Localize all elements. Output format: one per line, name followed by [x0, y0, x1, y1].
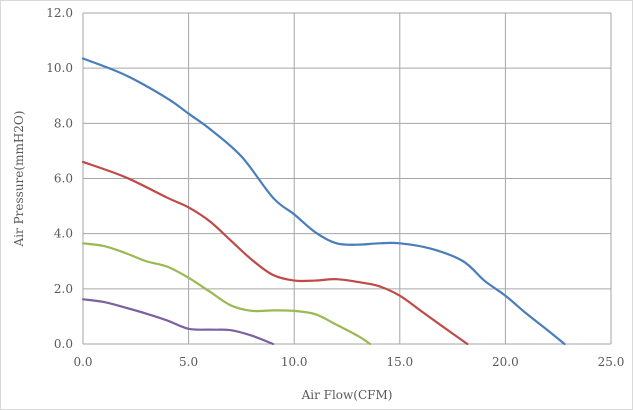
x-axis-title: Air Flow(CFM): [301, 388, 393, 402]
y-tick-label: 10.0: [46, 61, 73, 75]
y-tick-label: 12.0: [46, 6, 73, 20]
x-tick-label: 20.0: [492, 355, 519, 369]
x-tick-label: 5.0: [179, 355, 198, 369]
series-3-line: [81, 242, 372, 346]
series-4-line: [81, 298, 275, 346]
x-tick-label: 25.0: [598, 355, 625, 369]
y-tick-label: 6.0: [54, 172, 73, 186]
y-tick-label: 8.0: [54, 116, 73, 130]
y-tick-label: 2.0: [54, 282, 73, 296]
x-tick-label: 15.0: [386, 355, 413, 369]
tick-labels: 0.0 5.0 10.0 15.0 20.0 25.0 0.0 2.0 4.0 6.0 8.0 10.…: [46, 6, 624, 369]
x-tick-label: 0.0: [73, 355, 92, 369]
x-tick-label: 10.0: [281, 355, 308, 369]
series-1-line: [81, 57, 566, 346]
y-tick-label: 0.0: [54, 337, 73, 351]
y-axis-title: Air Pressure(mmH2O): [12, 111, 26, 248]
y-tick-label: 4.0: [54, 227, 73, 241]
series-lines: [81, 57, 566, 346]
gridlines: [82, 12, 612, 345]
series-2-line: [81, 160, 469, 346]
